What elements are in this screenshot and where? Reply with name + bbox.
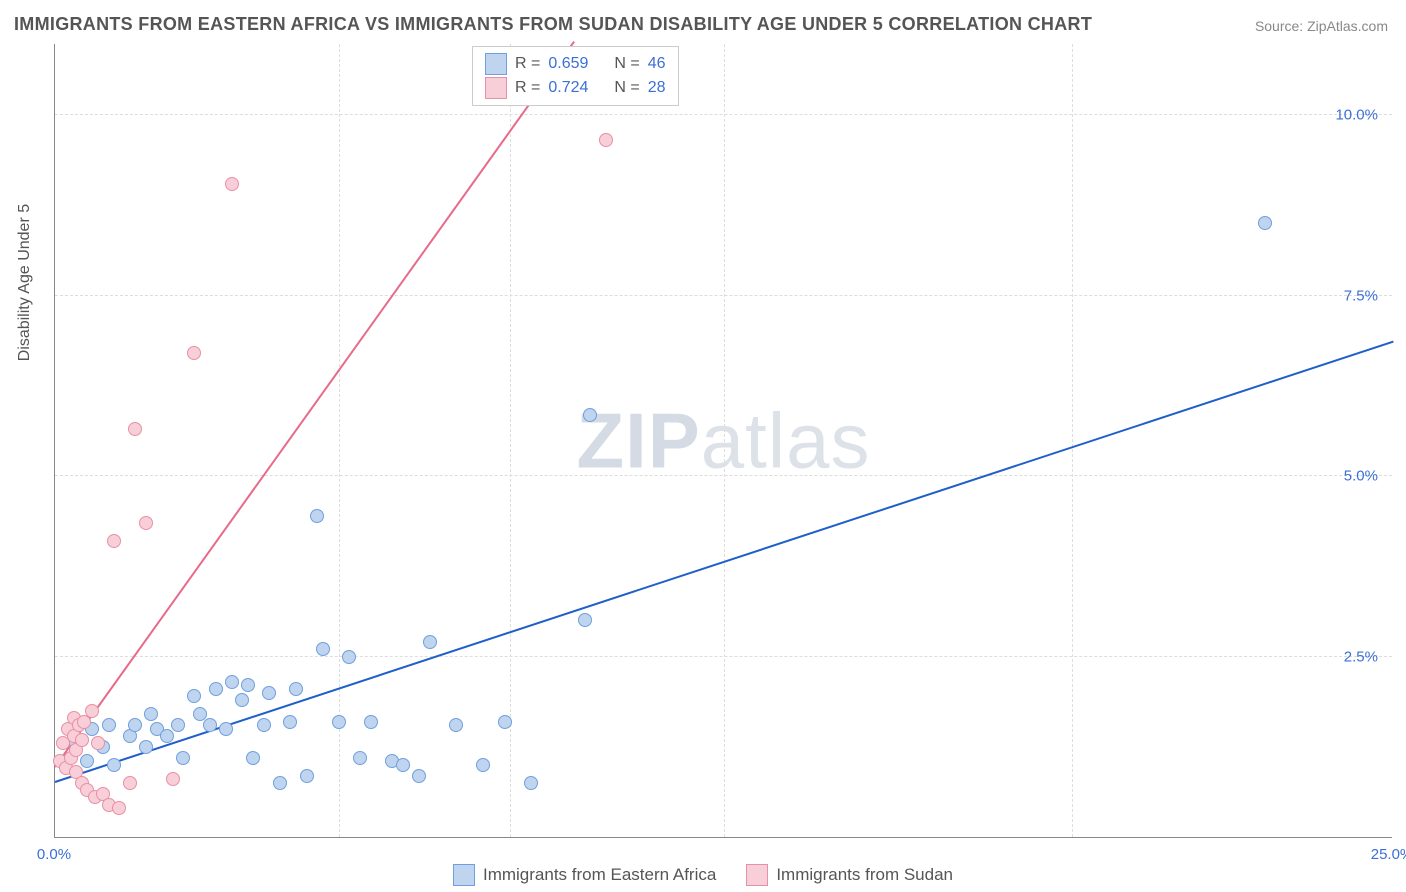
chart-title: IMMIGRANTS FROM EASTERN AFRICA VS IMMIGR… — [14, 14, 1092, 35]
scatter-point — [203, 718, 217, 732]
scatter-point — [209, 682, 223, 696]
y-tick-label: 10.0% — [1335, 107, 1378, 124]
legend-swatch — [746, 864, 768, 886]
legend-r-label: R = — [515, 76, 540, 100]
scatter-point — [128, 422, 142, 436]
scatter-point — [219, 722, 233, 736]
legend-n-label: N = — [614, 52, 639, 76]
legend-swatch — [453, 864, 475, 886]
scatter-point — [107, 758, 121, 772]
legend-item: Immigrants from Eastern Africa — [453, 864, 716, 886]
legend-row: R = 0.659 N = 46 — [485, 52, 666, 76]
scatter-point — [578, 613, 592, 627]
scatter-point — [80, 754, 94, 768]
gridline-vertical — [724, 44, 725, 837]
x-tick-label: 25.0% — [1371, 846, 1406, 863]
legend-r-label: R = — [515, 52, 540, 76]
scatter-point — [524, 776, 538, 790]
scatter-point — [187, 346, 201, 360]
scatter-point — [476, 758, 490, 772]
source-attribution: Source: ZipAtlas.com — [1255, 18, 1388, 34]
legend-r-value: 0.724 — [548, 76, 588, 100]
scatter-point — [342, 650, 356, 664]
scatter-point — [176, 751, 190, 765]
plot-area: ZIPatlas 2.5%5.0%7.5%10.0% — [54, 44, 1392, 838]
scatter-point — [128, 718, 142, 732]
scatter-point — [171, 718, 185, 732]
legend-n-value: 28 — [648, 76, 666, 100]
legend-r-value: 0.659 — [548, 52, 588, 76]
scatter-point — [107, 534, 121, 548]
legend-n-label: N = — [614, 76, 639, 100]
scatter-point — [85, 704, 99, 718]
y-tick-label: 2.5% — [1344, 648, 1378, 665]
scatter-point — [166, 772, 180, 786]
scatter-point — [144, 707, 158, 721]
scatter-point — [139, 740, 153, 754]
scatter-point — [364, 715, 378, 729]
gridline-vertical — [1072, 44, 1073, 837]
legend-item: Immigrants from Sudan — [746, 864, 953, 886]
scatter-point — [332, 715, 346, 729]
scatter-point — [273, 776, 287, 790]
scatter-point — [187, 689, 201, 703]
scatter-point — [396, 758, 410, 772]
legend-label: Immigrants from Eastern Africa — [483, 865, 716, 885]
scatter-point — [241, 678, 255, 692]
series-legend: Immigrants from Eastern Africa Immigrants… — [0, 864, 1406, 886]
scatter-point — [112, 801, 126, 815]
scatter-point — [449, 718, 463, 732]
x-tick-label: 0.0% — [37, 846, 71, 863]
scatter-point — [235, 693, 249, 707]
scatter-point — [246, 751, 260, 765]
legend-n-value: 46 — [648, 52, 666, 76]
legend-label: Immigrants from Sudan — [776, 865, 953, 885]
scatter-point — [75, 733, 89, 747]
scatter-point — [160, 729, 174, 743]
scatter-point — [599, 133, 613, 147]
scatter-point — [353, 751, 367, 765]
scatter-point — [300, 769, 314, 783]
y-tick-label: 5.0% — [1344, 468, 1378, 485]
y-tick-label: 7.5% — [1344, 287, 1378, 304]
scatter-point — [91, 736, 105, 750]
scatter-point — [123, 776, 137, 790]
y-axis-title: Disability Age Under 5 — [16, 204, 34, 361]
scatter-point — [412, 769, 426, 783]
scatter-point — [139, 516, 153, 530]
trend-line — [54, 41, 575, 768]
scatter-point — [316, 642, 330, 656]
correlation-legend: R = 0.659 N = 46 R = 0.724 N = 28 — [472, 46, 679, 106]
scatter-point — [283, 715, 297, 729]
legend-row: R = 0.724 N = 28 — [485, 76, 666, 100]
legend-swatch — [485, 53, 507, 75]
scatter-point — [102, 718, 116, 732]
scatter-point — [225, 177, 239, 191]
scatter-point — [423, 635, 437, 649]
scatter-point — [583, 408, 597, 422]
scatter-point — [262, 686, 276, 700]
scatter-point — [289, 682, 303, 696]
scatter-point — [257, 718, 271, 732]
scatter-point — [498, 715, 512, 729]
scatter-point — [1258, 216, 1272, 230]
scatter-point — [225, 675, 239, 689]
legend-swatch — [485, 77, 507, 99]
scatter-point — [310, 509, 324, 523]
